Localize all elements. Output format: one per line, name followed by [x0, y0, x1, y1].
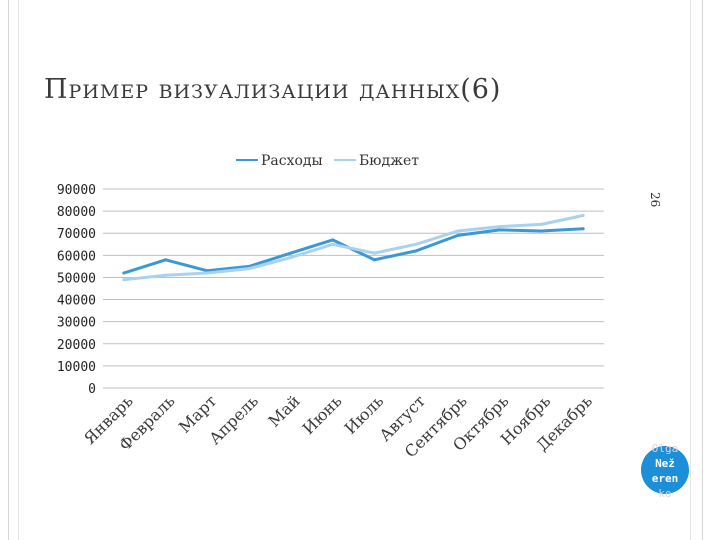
data-point [414, 242, 418, 246]
author-badge [641, 446, 689, 494]
y-tick-label: 40000 [57, 294, 96, 309]
data-point [372, 251, 376, 255]
data-point [581, 227, 585, 231]
data-point [581, 214, 585, 218]
y-tick-label: 0 [88, 382, 96, 397]
data-point [456, 229, 460, 233]
data-point [414, 249, 418, 253]
y-tick-label: 30000 [57, 316, 96, 331]
y-tick-label: 90000 [57, 183, 96, 198]
data-point [205, 271, 209, 275]
data-point [331, 242, 335, 246]
data-point [331, 238, 335, 242]
data-point [539, 222, 543, 226]
y-tick-label: 10000 [57, 360, 96, 375]
slide-frame-left [8, 0, 9, 540]
author-watermark: Olga Než eren ko [640, 441, 690, 501]
watermark-line-4: ko [658, 487, 672, 500]
y-tick-label: 60000 [57, 249, 96, 264]
data-point [539, 229, 543, 233]
legend-label: Бюджет [359, 153, 419, 169]
y-tick-label: 70000 [57, 227, 96, 242]
data-point [498, 228, 502, 232]
y-tick-label: 20000 [57, 338, 96, 353]
data-point [498, 225, 502, 229]
data-point [247, 267, 251, 271]
data-point [164, 258, 168, 262]
watermark-line-2: Než [655, 457, 675, 470]
y-tick-label: 50000 [57, 271, 96, 286]
data-point [122, 278, 126, 282]
x-tick-label: Июнь [299, 391, 346, 438]
legend-label: Расходы [261, 153, 323, 169]
slide-frame-right [702, 0, 703, 540]
watermark-line-3: eren [651, 472, 679, 485]
slide-frame-right-inner [690, 0, 691, 540]
data-point [456, 233, 460, 237]
data-point [289, 256, 293, 260]
series-line [122, 227, 585, 275]
slide-frame-left-inner [18, 0, 19, 540]
slide-title: Пример визуализации данных(6) [44, 74, 502, 105]
series-line [122, 214, 585, 282]
data-point [372, 258, 376, 262]
y-tick-label: 80000 [57, 205, 96, 220]
watermark-line-1: Olga [651, 442, 679, 455]
data-point [122, 271, 126, 275]
data-point [289, 251, 293, 255]
data-point [164, 273, 168, 277]
